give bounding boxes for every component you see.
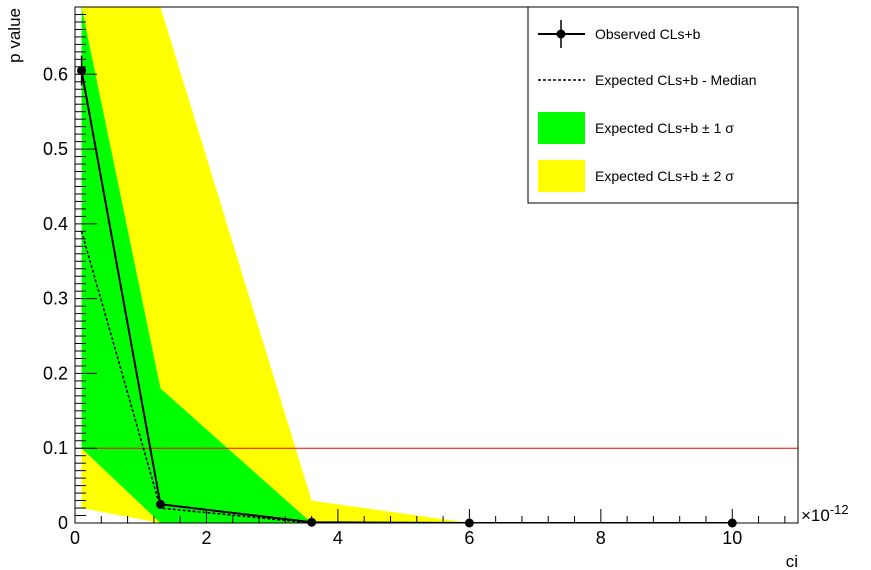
y-tick-label: 0.4	[43, 214, 68, 234]
x-axis-multiplier: ×10-12	[801, 502, 849, 525]
legend-observed-marker	[556, 29, 566, 39]
x-axis-label: ci	[786, 552, 798, 570]
axes: 0 2 4 6 8 10 0 0.1 0.2 0.3 0.4 0.5 0.6	[43, 13, 786, 548]
expected-median-line	[80, 231, 733, 523]
observed-point	[464, 518, 474, 528]
x-tick-label: 6	[464, 528, 474, 548]
y-tick-label: 0	[58, 513, 68, 533]
x-tick-label: 0	[70, 528, 80, 548]
plot-border	[74, 6, 799, 524]
y-tick-label: 0.3	[43, 289, 68, 309]
band-2sigma	[81, 7, 733, 523]
legend-entry-label: Expected CLs+b ± 2 σ	[595, 168, 734, 184]
legend-entry-label: Expected CLs+b - Median	[595, 72, 756, 88]
x-tick-label: 4	[333, 528, 343, 548]
y-tick-label: 0.5	[43, 139, 68, 159]
legend-2sigma-swatch	[538, 160, 585, 192]
legend-1sigma-swatch	[538, 112, 585, 144]
observed-point	[727, 518, 737, 528]
y-tick-label: 0.6	[43, 64, 68, 84]
plot-frame	[74, 6, 799, 524]
x-tick-label: 8	[596, 528, 606, 548]
observed-point	[155, 499, 165, 509]
y-axis-label: p value	[5, 8, 24, 63]
observed-points	[77, 55, 737, 528]
observed-point	[77, 66, 87, 76]
legend: Observed CLs+b Expected CLs+b - Median Exp…	[527, 6, 799, 204]
y-tick-label: 0.2	[43, 363, 68, 383]
observed-point	[307, 517, 317, 527]
x-axis-multiplier-base: ×10	[801, 506, 830, 525]
legend-entry-label: Expected CLs+b ± 1 σ	[595, 120, 734, 136]
band-1sigma	[81, 7, 733, 523]
x-tick-label: 2	[201, 528, 211, 548]
y-tick-label: 0.1	[43, 438, 68, 458]
legend-entry-label: Observed CLs+b	[595, 26, 701, 42]
expected-bands	[81, 7, 733, 523]
x-tick-label: 10	[722, 528, 742, 548]
x-axis-multiplier-exponent: -12	[830, 502, 849, 517]
